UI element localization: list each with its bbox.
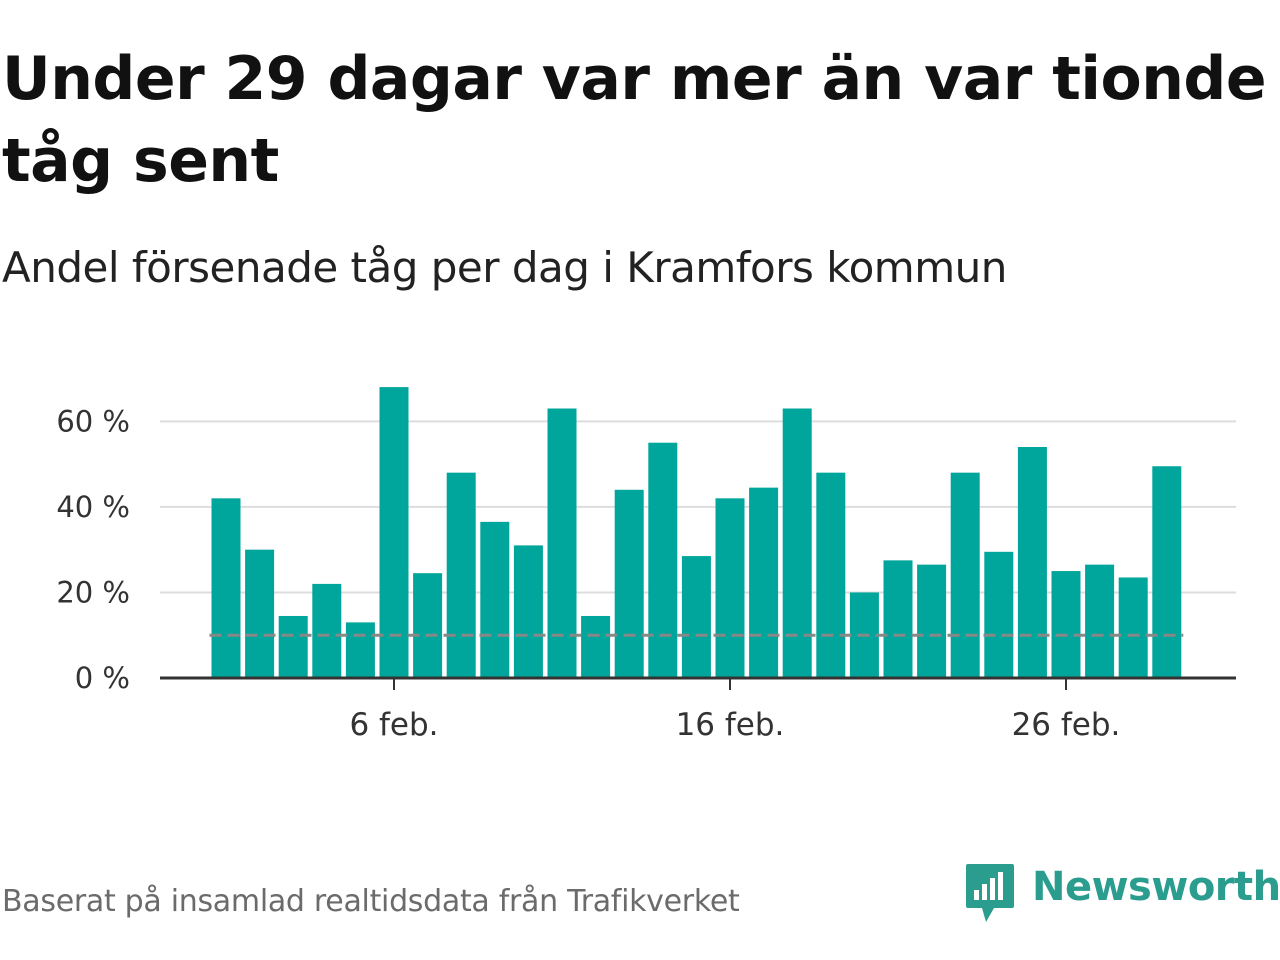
bar — [278, 615, 308, 678]
bar — [413, 573, 443, 678]
x-axis: 6 feb. 16 feb. 26 feb. — [160, 676, 1236, 743]
bar — [345, 622, 375, 678]
source-note: Baserat på insamlad realtidsdata från Tr… — [2, 884, 740, 919]
bar — [446, 472, 476, 678]
bar — [245, 549, 275, 678]
bar — [1085, 564, 1115, 678]
bar — [816, 472, 846, 678]
bars — [211, 387, 1182, 678]
bar — [480, 521, 510, 678]
bar — [681, 556, 711, 678]
y-tick-label: 20 % — [56, 575, 130, 609]
bar — [312, 583, 342, 678]
bar — [883, 560, 913, 678]
bar — [749, 487, 779, 678]
bar — [1051, 571, 1081, 678]
x-tick-label: 16 feb. — [676, 707, 785, 743]
bar — [581, 615, 611, 678]
brand-name: Newsworthy — [1032, 864, 1280, 910]
y-tick-label: 60 % — [56, 404, 130, 438]
y-tick-label: 40 % — [56, 490, 130, 524]
brand-logo: Newsworthy — [964, 862, 1280, 924]
y-tick-label: 0 % — [75, 661, 130, 695]
x-tick-label: 26 feb. — [1012, 707, 1121, 743]
bar — [614, 489, 644, 678]
bar — [917, 564, 947, 678]
chart-title: Under 29 dagar var mer än var tionde tåg… — [2, 44, 1267, 196]
bar — [1152, 466, 1182, 678]
bar — [1118, 577, 1148, 678]
bar — [513, 545, 543, 678]
bar — [379, 387, 409, 678]
bar — [715, 498, 745, 678]
bar — [984, 551, 1014, 678]
bar — [1017, 447, 1047, 678]
bar — [648, 442, 678, 678]
x-tick-label: 6 feb. — [349, 707, 438, 743]
y-axis-labels: 0 % 20 % 40 % 60 % — [56, 404, 130, 695]
chart-subtitle: Andel försenade tåg per dag i Kramfors k… — [2, 243, 1007, 292]
bar — [547, 408, 577, 678]
newsworthy-logo-icon — [966, 864, 1014, 922]
bar — [950, 472, 980, 678]
bar — [211, 498, 241, 678]
bar-chart: 0 % 20 % 40 % 60 % 6 feb. 16 feb. 26 feb. — [56, 387, 1236, 743]
bar — [782, 408, 812, 678]
